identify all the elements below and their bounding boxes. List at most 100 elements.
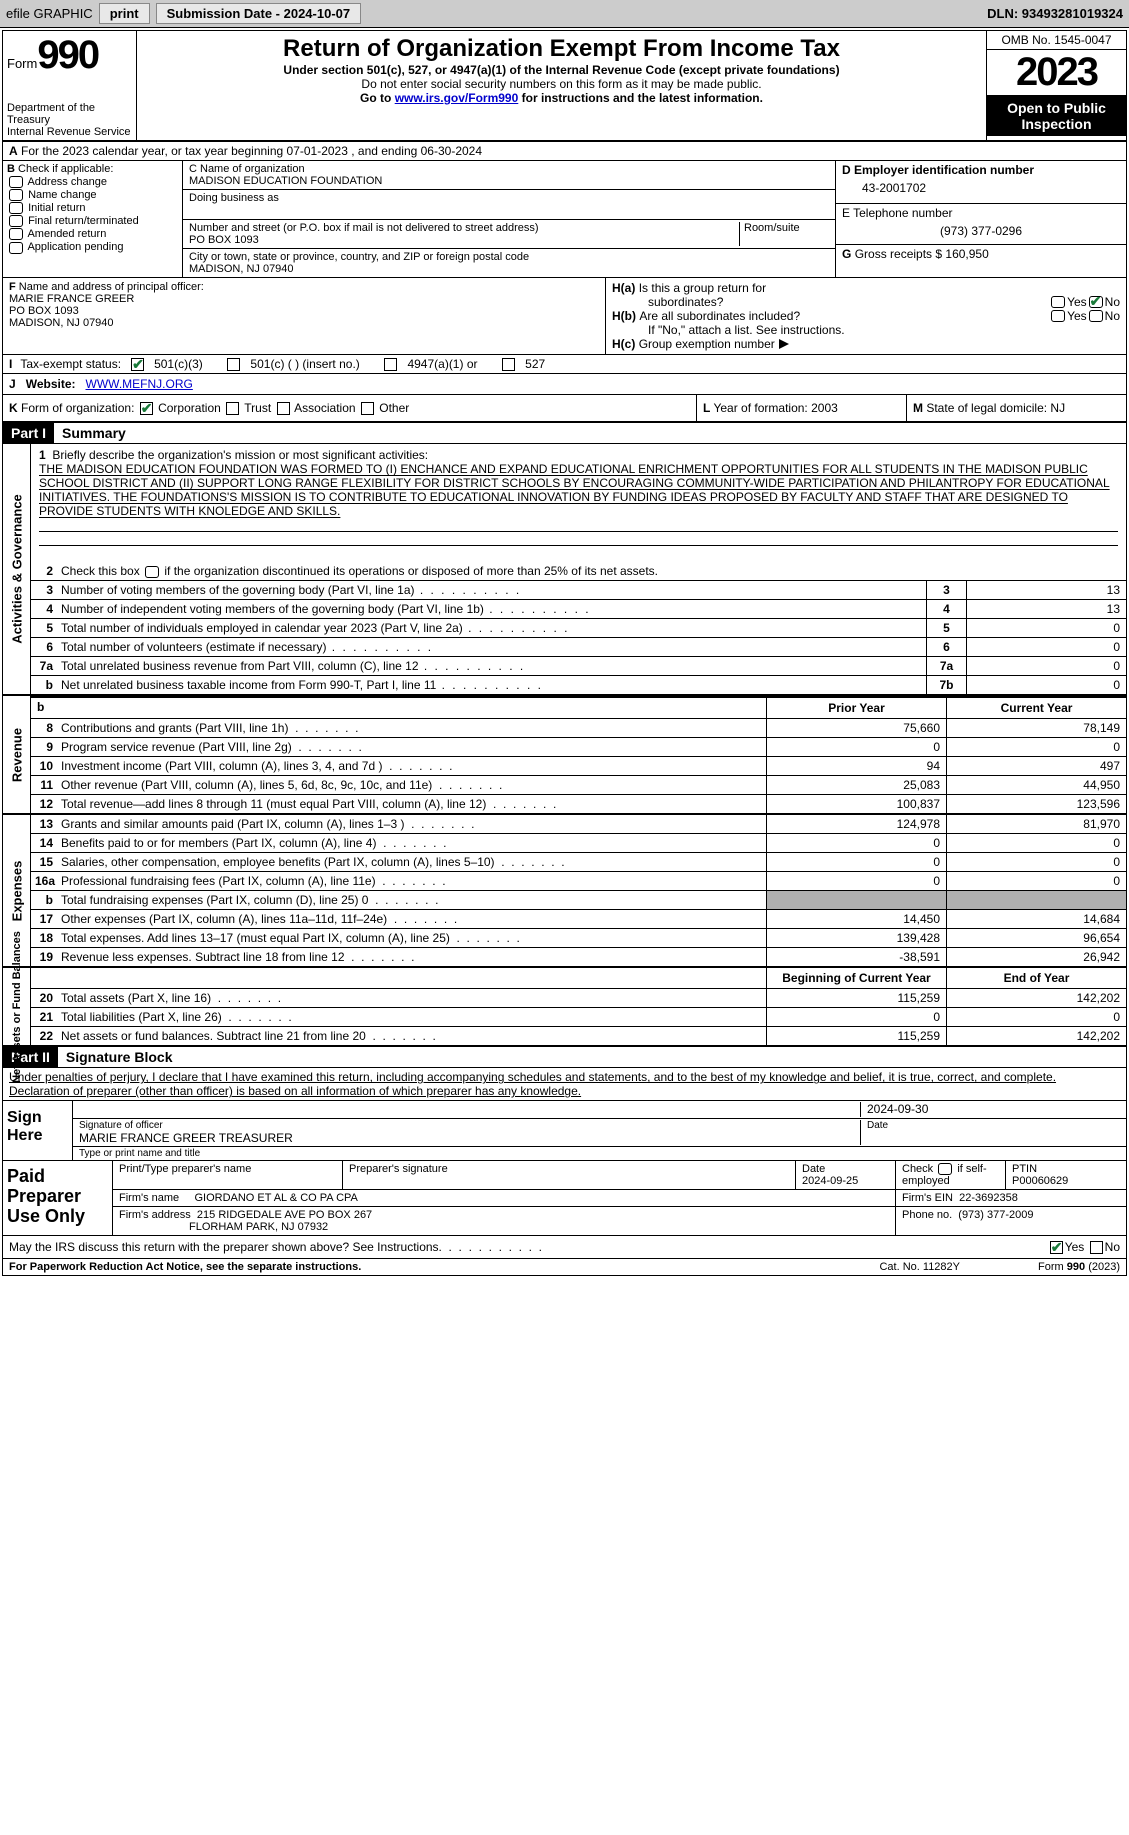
curr: 0: [946, 872, 1126, 890]
d: Total unrelated business revenue from Pa…: [57, 657, 926, 675]
ssn-note: Do not enter social security numbers on …: [143, 77, 980, 91]
d: Total liabilities (Part X, line 26) . . …: [57, 1008, 766, 1026]
hb-no-cb[interactable]: [1089, 310, 1103, 322]
part1-hdr: Part I: [3, 423, 54, 443]
box: 4: [926, 600, 966, 618]
curr: 142,202: [946, 989, 1126, 1007]
ha-no-cb[interactable]: [1089, 296, 1103, 308]
prep-name-lbl: Print/Type preparer's name: [119, 1163, 336, 1175]
irs-link[interactable]: www.irs.gov/Form990: [395, 91, 519, 105]
fin-row-13: 13 Grants and similar amounts paid (Part…: [31, 815, 1126, 833]
cb-527[interactable]: [502, 358, 515, 371]
d: Total number of individuals employed in …: [57, 619, 926, 637]
box: 5: [926, 619, 966, 637]
cb-pending[interactable]: Application pending: [7, 241, 178, 253]
part2-title: Signature Block: [58, 1047, 181, 1067]
part2-bar: Part II Signature Block: [3, 1045, 1126, 1068]
cb-corp[interactable]: [140, 402, 153, 415]
part1-title: Summary: [54, 423, 134, 443]
cb-discuss-no[interactable]: [1090, 1241, 1103, 1254]
summary-row-7b: b Net unrelated business taxable income …: [31, 675, 1126, 694]
phone: (973) 377-0296: [842, 220, 1120, 242]
d: Total assets (Part X, line 16) . . . . .…: [57, 989, 766, 1007]
hc-lbl: H(c): [612, 337, 635, 351]
curr: 14,684: [946, 910, 1126, 928]
j-lbl: J: [9, 377, 16, 391]
cb-501c3[interactable]: [131, 358, 144, 371]
cb-501c[interactable]: [227, 358, 240, 371]
ha-no: No: [1105, 295, 1120, 309]
g-lbl: G: [842, 247, 851, 261]
fin-row-14: 14 Benefits paid to or for members (Part…: [31, 833, 1126, 852]
prior: [766, 891, 946, 909]
m-block: M State of legal domicile: NJ: [906, 395, 1126, 421]
curr: 123,596: [946, 795, 1126, 813]
n: 4: [31, 600, 57, 618]
dba-lbl: Doing business as: [189, 192, 829, 204]
n: 21: [31, 1008, 57, 1026]
side-net: Net Assets or Fund Balances: [3, 968, 31, 1045]
d: Other revenue (Part VIII, column (A), li…: [57, 776, 766, 794]
goto-note: Go to www.irs.gov/Form990 for instructio…: [143, 91, 980, 105]
row-f-h: F Name and address of principal officer:…: [3, 278, 1126, 355]
hdr-end: End of Year: [946, 968, 1126, 988]
firm-name: GIORDANO ET AL & CO PA CPA: [194, 1192, 357, 1204]
cb-address-change[interactable]: Address change: [7, 176, 178, 188]
g-txt: Gross receipts $: [855, 247, 942, 261]
fin-row-19: 19 Revenue less expenses. Subtract line …: [31, 947, 1126, 966]
opt-final: Final return/terminated: [28, 215, 139, 227]
hb-yes-cb[interactable]: [1051, 310, 1065, 322]
officer-sig-name: MARIE FRANCE GREER TREASURER: [79, 1131, 860, 1145]
i-txt: Tax-exempt status:: [20, 357, 121, 371]
val: 0: [966, 638, 1126, 656]
side-rev-label: Revenue: [9, 728, 24, 782]
expenses-section: Expenses 13 Grants and similar amounts p…: [3, 813, 1126, 966]
cb-assoc[interactable]: [277, 402, 290, 415]
side-act-label: Activities & Governance: [9, 495, 24, 645]
ha-txt2: subordinates?: [612, 295, 1049, 309]
prep-date-lbl: Date: [802, 1163, 825, 1175]
open-inspection: Open to Public Inspection: [987, 96, 1126, 136]
cb-discontinued[interactable]: [145, 566, 159, 578]
org-city: MADISON, NJ 07940: [189, 263, 829, 275]
ptin-lbl: PTIN: [1012, 1163, 1037, 1175]
cb-amended[interactable]: Amended return: [7, 228, 178, 240]
fin-hdr-net: Beginning of Current Year End of Year: [31, 968, 1126, 988]
cb-discuss-yes[interactable]: [1050, 1241, 1063, 1254]
print-button[interactable]: print: [99, 3, 150, 24]
cb-4947[interactable]: [384, 358, 397, 371]
room-lbl: Room/suite: [744, 222, 829, 234]
ha-yes-cb[interactable]: [1051, 296, 1065, 308]
hb-note: If "No," attach a list. See instructions…: [612, 323, 1120, 337]
hdr-prior: Prior Year: [766, 698, 946, 718]
n: 3: [31, 581, 57, 599]
website-link[interactable]: WWW.MEFNJ.ORG: [86, 377, 193, 391]
cb-name-change[interactable]: Name change: [7, 189, 178, 201]
fin-hdr-rev: b Prior Year Current Year: [31, 696, 1126, 718]
cb-trust[interactable]: [226, 402, 239, 415]
prior: 14,450: [766, 910, 946, 928]
box: 7b: [926, 676, 966, 694]
n: 8: [31, 719, 57, 737]
side-revenue: Revenue: [3, 696, 31, 813]
curr: 44,950: [946, 776, 1126, 794]
b-lead: B: [7, 163, 15, 175]
curr: 81,970: [946, 815, 1126, 833]
prior: 100,837: [766, 795, 946, 813]
n: 7a: [31, 657, 57, 675]
firm-ein-lbl: Firm's EIN: [902, 1192, 953, 1204]
cb-final[interactable]: Final return/terminated: [7, 215, 178, 227]
fin-row-17: 17 Other expenses (Part IX, column (A), …: [31, 909, 1126, 928]
cb-other[interactable]: [361, 402, 374, 415]
header-mid: Return of Organization Exempt From Incom…: [137, 31, 986, 140]
revenue-section: Revenue b Prior Year Current Year 8 Cont…: [3, 694, 1126, 813]
ha-lbl: H(a): [612, 281, 635, 295]
n: 16a: [31, 872, 57, 890]
form-number: 990: [37, 33, 98, 77]
block-b-to-g: B Check if applicable: Address change Na…: [3, 161, 1126, 278]
cb-self-employed[interactable]: [938, 1163, 952, 1175]
n: 5: [31, 619, 57, 637]
curr: 96,654: [946, 929, 1126, 947]
cb-initial[interactable]: Initial return: [7, 202, 178, 214]
k-o4: Other: [379, 401, 409, 415]
